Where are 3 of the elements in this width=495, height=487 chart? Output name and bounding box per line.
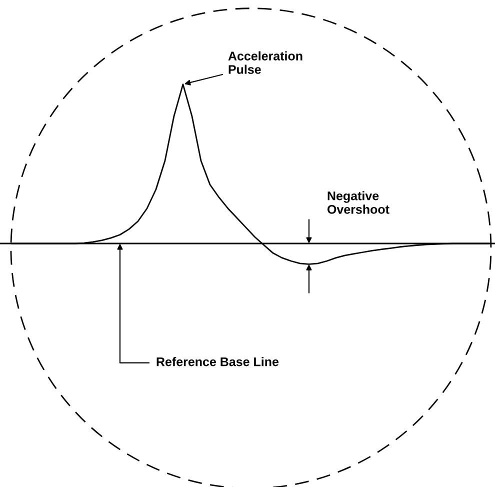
text: Reference Base Line bbox=[156, 357, 279, 366]
text: Acceleration Pulse bbox=[228, 51, 302, 74]
annotation: Negative Overshoot bbox=[327, 191, 390, 214]
